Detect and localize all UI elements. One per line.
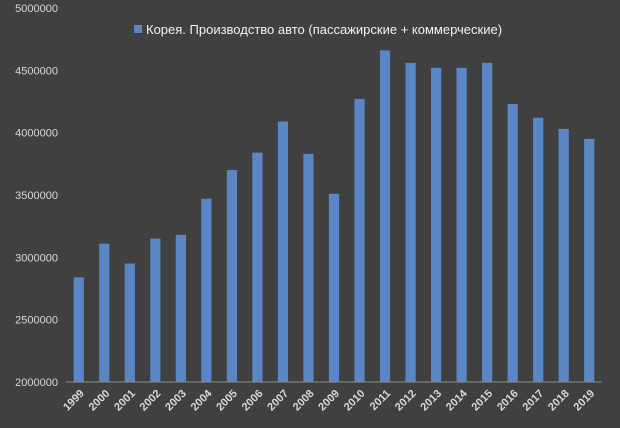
x-tick-label: 2005 <box>214 388 240 414</box>
bar <box>354 99 365 383</box>
x-tick-label: 2001 <box>112 388 138 414</box>
bar <box>303 153 314 382</box>
legend-label: Корея. Производство авто (пассажирские +… <box>146 22 502 37</box>
x-tick-label: 2014 <box>444 387 470 413</box>
x-tick-label: 2013 <box>418 388 444 414</box>
bar <box>482 62 493 382</box>
x-tick-label: 2012 <box>393 388 419 414</box>
y-tick-label: 2500000 <box>15 315 58 327</box>
bar <box>507 103 518 382</box>
x-tick-label: 2004 <box>189 387 215 413</box>
bars-group <box>73 50 595 383</box>
x-tick-label: 2000 <box>87 388 113 414</box>
x-tick-label: 2008 <box>291 388 317 414</box>
bar <box>252 152 263 382</box>
legend-swatch <box>134 25 142 33</box>
x-tick-label: 2016 <box>495 388 521 414</box>
x-axis: 1999 2000 2001 2002 2003 2004 2005 2006 2007 2008… <box>61 387 597 413</box>
bar <box>73 277 84 382</box>
x-tick-label: 1999 <box>61 388 87 414</box>
bar <box>201 198 212 382</box>
y-tick-label: 5000000 <box>15 3 58 15</box>
bar <box>379 50 391 383</box>
y-tick-label: 3500000 <box>15 190 58 202</box>
y-tick-label: 3000000 <box>15 252 58 264</box>
bar <box>124 263 135 382</box>
bar <box>456 67 467 382</box>
bar <box>584 138 595 382</box>
x-tick-label: 2003 <box>163 388 189 414</box>
x-tick-label: 2019 <box>572 388 598 414</box>
bar <box>226 170 238 382</box>
bar <box>150 238 161 382</box>
bar <box>328 193 340 382</box>
bar <box>533 117 544 382</box>
bar <box>405 62 416 382</box>
y-axis: 2000000 2500000 3000000 3500000 4000000 45000… <box>15 3 58 389</box>
bar <box>558 128 569 382</box>
y-tick-label: 4500000 <box>15 65 58 77</box>
x-tick-label: 2002 <box>138 388 164 414</box>
x-tick-label: 2011 <box>368 388 393 413</box>
bar <box>430 67 442 382</box>
x-tick-label: 2015 <box>469 388 495 414</box>
bar <box>99 243 110 382</box>
x-tick-label: 2010 <box>342 388 368 414</box>
legend: Корея. Производство авто (пассажирские +… <box>134 22 502 37</box>
x-tick-label: 2018 <box>546 388 572 414</box>
bar <box>277 121 289 383</box>
y-tick-label: 4000000 <box>15 128 58 140</box>
x-tick-label: 2009 <box>316 388 342 414</box>
x-tick-label: 2007 <box>265 388 291 414</box>
x-tick-label: 2006 <box>240 388 266 414</box>
bar <box>175 234 186 382</box>
y-tick-label: 2000000 <box>15 377 58 389</box>
x-tick-label: 2017 <box>521 388 547 414</box>
